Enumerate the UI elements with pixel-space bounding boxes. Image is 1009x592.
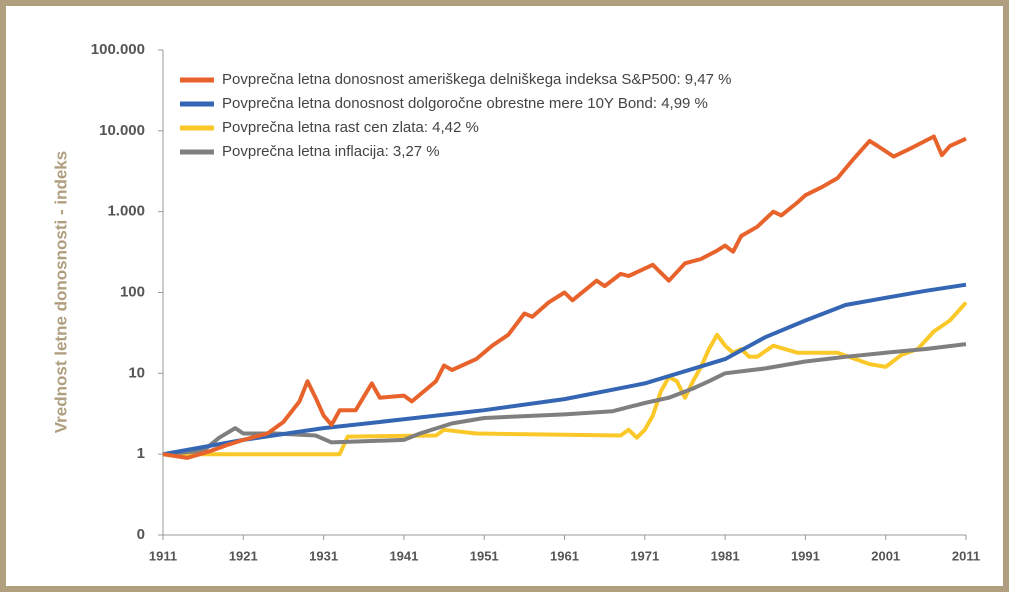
x-tick-label: 2011 (952, 548, 980, 563)
x-tick-label: 1961 (550, 548, 579, 563)
x-tick-label: 1941 (389, 548, 418, 563)
series-line (162, 134, 967, 460)
legend-label: Povprečna letna donosnost ameriškega del… (222, 71, 732, 88)
series-line (162, 282, 967, 457)
x-tick-label: 1951 (470, 548, 499, 563)
legend-label: Povprečna letna donosnost dolgoročne obr… (222, 95, 708, 112)
y-tick-label: 100.000 (91, 41, 145, 58)
series-line (162, 342, 967, 457)
card (6, 6, 1003, 586)
series-line (163, 301, 968, 457)
x-tick-label: 2001 (871, 548, 900, 563)
x-tick-label: 1911 (149, 548, 177, 563)
legend-label: Povprečna letna inflacija: 3,27 % (222, 143, 440, 160)
x-tick-label: 1921 (229, 548, 258, 563)
x-tick-label: 1991 (791, 548, 820, 563)
y-tick-label: 100 (120, 283, 145, 300)
x-tick-label: 1981 (711, 548, 740, 563)
x-tick-label: 1971 (630, 548, 659, 563)
x-tick-label: 1931 (309, 548, 338, 563)
y-tick-label: 10 (128, 364, 145, 381)
y-tick-label: 0 (137, 526, 145, 543)
legend-label: Povprečna letna rast cen zlata: 4,42 % (222, 119, 479, 136)
y-tick-label: 10.000 (99, 122, 145, 139)
y-axis-label: Vrednost letne donosnosti - indeks (51, 151, 70, 433)
y-tick-label: 1 (137, 445, 145, 462)
y-tick-label: 1.000 (107, 203, 145, 220)
